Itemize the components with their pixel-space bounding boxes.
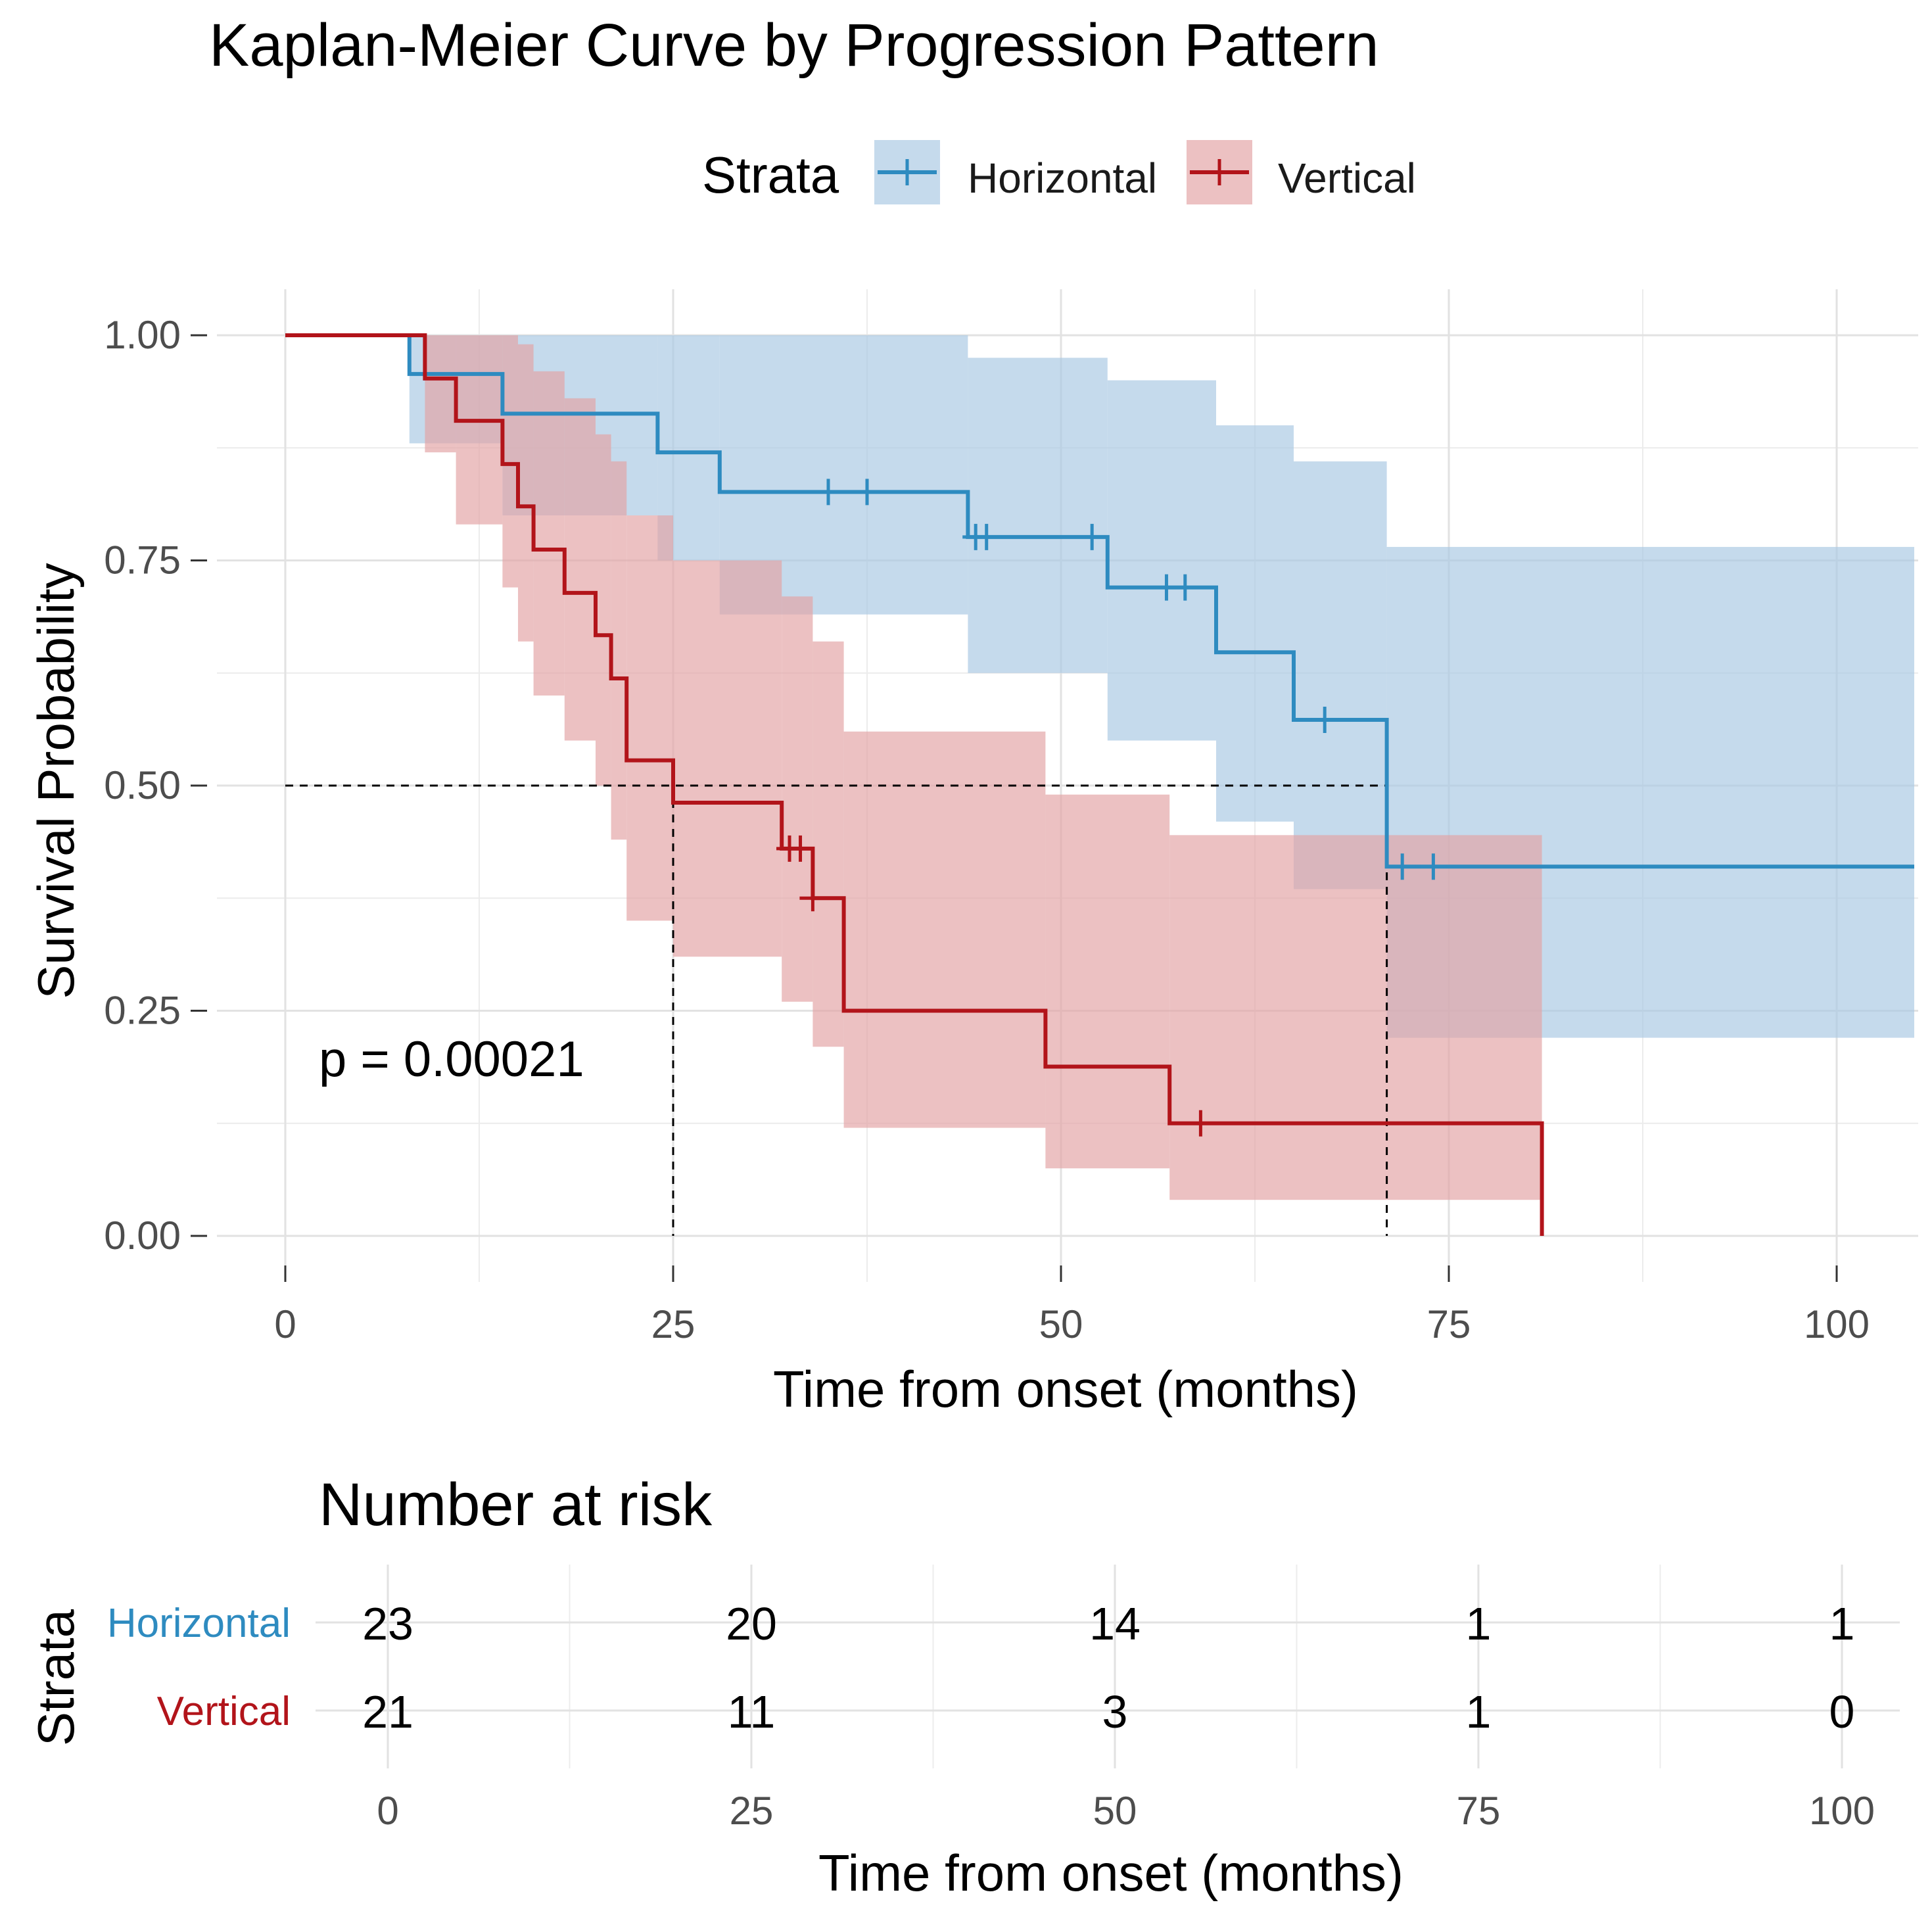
censor-mark-horizontal-3 [973, 523, 1000, 550]
risk-cell-horizontal-25: 20 [726, 1598, 777, 1649]
legend-title: Strata [702, 146, 839, 204]
y-tick-label-4: 1.00 [104, 313, 181, 357]
y-tick-label-2: 0.50 [104, 763, 181, 807]
risk-x-tick-label-4: 100 [1809, 1789, 1875, 1833]
censor-mark-vertical-2 [799, 885, 826, 912]
censor-marks [776, 479, 1447, 1137]
ci-band-vertical-13 [843, 731, 1046, 1128]
legend-label-horizontal: Horizontal [968, 154, 1157, 202]
risk-row-label-horizontal: Horizontal [107, 1601, 291, 1646]
legend: Strata Horizontal Vertical [702, 140, 1416, 204]
legend-key-vertical [1187, 140, 1252, 204]
risk-x-tick-label-3: 75 [1457, 1789, 1501, 1833]
ci-band-vertical-6 [564, 398, 596, 741]
ci-band-vertical-8 [611, 461, 627, 840]
ci-band-vertical-1 [425, 335, 456, 453]
ci-band-vertical-5 [533, 371, 565, 696]
censor-mark-horizontal-7 [1311, 706, 1338, 733]
censor-mark-horizontal-0 [815, 479, 841, 506]
ci-band-horizontal-5 [968, 358, 1108, 673]
y-tick-label-3: 0.75 [104, 538, 181, 582]
risk-cell-horizontal-75: 1 [1466, 1598, 1492, 1649]
y-tick-label-0: 0.00 [104, 1214, 181, 1258]
risk-table-row-labels: Horizontal Vertical [107, 1601, 291, 1734]
y-axis-ticks: 0.00 0.25 0.50 0.75 1.00 [104, 313, 207, 1258]
ci-band-vertical-14 [1045, 794, 1170, 1169]
y-axis-label: Survival Probability [27, 563, 85, 999]
confidence-bands [409, 335, 1914, 1200]
censor-mark-horizontal-4 [1079, 523, 1106, 550]
survival-plot-panel: 0.00 0.25 0.50 0.75 1.00 0 25 50 75 100 p = 0.00… [27, 289, 1918, 1418]
ci-band-horizontal-8 [1294, 461, 1387, 889]
risk-row-label-vertical: Vertical [157, 1689, 291, 1734]
risk-x-tick-label-0: 0 [377, 1789, 398, 1833]
y-tick-label-1: 0.25 [104, 989, 181, 1033]
risk-cell-vertical-0: 21 [362, 1686, 413, 1737]
legend-label-vertical: Vertical [1278, 154, 1416, 202]
x-tick-label-2: 50 [1039, 1302, 1083, 1346]
ci-band-vertical-3 [502, 335, 518, 588]
risk-cell-horizontal-50: 14 [1089, 1598, 1141, 1649]
risk-cell-horizontal-0: 23 [362, 1598, 413, 1649]
risk-table-title: Number at risk [319, 1471, 713, 1538]
p-value-annotation: p = 0.00021 [319, 1031, 584, 1087]
risk-cell-vertical-25: 11 [728, 1686, 776, 1737]
risk-cell-vertical-50: 3 [1102, 1686, 1128, 1737]
risk-x-tick-label-1: 25 [730, 1789, 774, 1833]
x-tick-label-3: 75 [1427, 1302, 1471, 1346]
risk-cell-vertical-100: 0 [1829, 1686, 1855, 1737]
ci-band-vertical-7 [596, 434, 611, 786]
ci-band-vertical-4 [518, 344, 534, 642]
ci-band-vertical-15 [1169, 835, 1542, 1200]
censor-mark-horizontal-6 [1171, 574, 1198, 601]
x-axis-label: Time from onset (months) [773, 1360, 1358, 1418]
x-tick-label-0: 0 [274, 1302, 296, 1346]
risk-cell-vertical-75: 1 [1466, 1686, 1492, 1737]
ci-band-horizontal-7 [1216, 425, 1294, 822]
censor-mark-vertical-1 [787, 835, 814, 862]
ci-band-vertical-11 [782, 596, 813, 1002]
risk-table: Number at risk 23 20 14 1 121 11 3 1 0 Horizonta… [27, 1471, 1900, 1902]
censor-mark-horizontal-1 [854, 479, 880, 506]
risk-table-y-title: Strata [27, 1609, 85, 1746]
censor-mark-horizontal-8 [1389, 853, 1416, 880]
survival-curve-vertical [285, 333, 1544, 1236]
risk-table-gridlines [316, 1565, 1900, 1768]
legend-key-horizontal [874, 140, 940, 204]
risk-x-tick-label-2: 50 [1093, 1789, 1137, 1833]
ci-band-vertical-12 [813, 641, 844, 1047]
risk-cell-horizontal-100: 1 [1829, 1598, 1855, 1649]
x-tick-label-1: 25 [651, 1302, 695, 1346]
ci-band-vertical-10 [673, 560, 782, 957]
ci-band-vertical-9 [626, 515, 673, 921]
survival-curves [285, 333, 1914, 1236]
survival-curve-horizontal [285, 333, 1914, 869]
censor-mark-horizontal-9 [1420, 853, 1447, 880]
risk-table-x-label: Time from onset (months) [818, 1844, 1403, 1902]
ci-band-horizontal-6 [1107, 380, 1216, 741]
chart-title: Kaplan-Meier Curve by Progression Patter… [209, 12, 1379, 79]
censor-mark-vertical-3 [1187, 1110, 1214, 1137]
x-tick-label-4: 100 [1804, 1302, 1870, 1346]
x-axis-ticks: 0 25 50 75 100 [274, 1265, 1870, 1346]
risk-table-x-ticks: 0 25 50 75 100 [377, 1789, 1875, 1833]
ci-band-vertical-2 [456, 335, 503, 525]
risk-table-cells: 23 20 14 1 121 11 3 1 0 [362, 1598, 1854, 1737]
